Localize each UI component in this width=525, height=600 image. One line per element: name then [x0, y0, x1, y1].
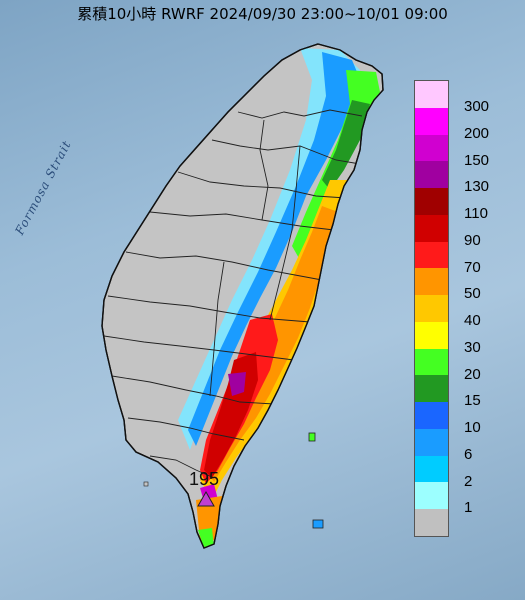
legend-swatch — [415, 161, 448, 188]
legend-label: 30 — [464, 338, 481, 356]
legend-swatch — [415, 321, 448, 349]
legend-label: 70 — [464, 258, 481, 276]
legend-label: 2 — [464, 472, 473, 490]
island-liuqiu — [143, 481, 149, 487]
max-rainfall-marker — [197, 490, 215, 507]
map-title: 累積10小時 RWRF 2024/09/30 23:00~10/01 09:00 — [77, 5, 448, 23]
legend-label: 150 — [464, 151, 490, 169]
legend-label: 50 — [464, 285, 481, 303]
rain-band-15 — [322, 100, 370, 190]
legend-swatch — [415, 107, 448, 135]
legend-swatch — [415, 295, 448, 322]
legend-label: 300 — [464, 98, 490, 115]
island-lanyu — [312, 519, 324, 529]
rainfall-bands — [178, 48, 380, 548]
legend-swatch — [415, 81, 448, 108]
legend-swatch — [415, 241, 448, 269]
legend-swatch — [415, 348, 448, 376]
rain-band-south-green — [198, 528, 214, 548]
legend-label: 110 — [464, 205, 488, 222]
color-legend — [414, 80, 449, 537]
legend-label: 15 — [464, 392, 481, 410]
legend-swatch — [415, 428, 448, 456]
legend-label: 1 — [464, 499, 473, 517]
legend-swatch — [415, 482, 448, 509]
max-rainfall-value: 195 — [189, 469, 220, 489]
legend-label: 130 — [464, 178, 490, 196]
legend-swatch — [415, 455, 448, 483]
legend-swatch — [415, 268, 448, 295]
legend-swatch — [415, 402, 448, 429]
legend-label: 20 — [464, 365, 481, 383]
legend-swatch — [415, 134, 448, 162]
island-ludao — [308, 432, 316, 442]
rain-band-6 — [188, 52, 362, 446]
legend-swatch — [415, 375, 448, 402]
legend-label: 40 — [464, 312, 481, 329]
legend-label: 6 — [464, 445, 473, 463]
legend-swatch — [415, 188, 448, 215]
county-boundaries — [103, 109, 363, 479]
coastline — [101, 43, 384, 549]
legend-label: 90 — [464, 231, 481, 249]
legend-label: 10 — [464, 419, 481, 436]
legend-label: 200 — [464, 124, 490, 142]
legend-swatch — [415, 509, 448, 536]
rain-band-130 — [228, 372, 246, 396]
legend-swatch — [415, 214, 448, 242]
